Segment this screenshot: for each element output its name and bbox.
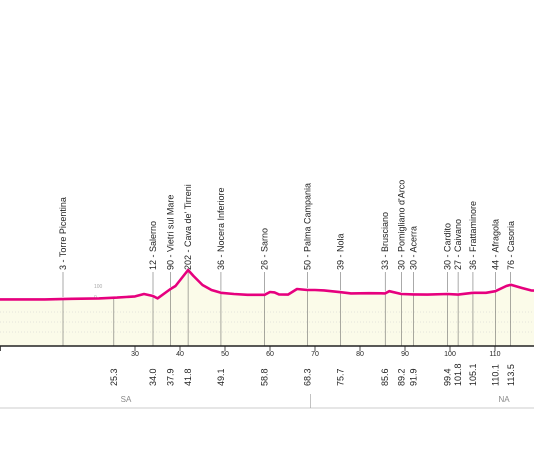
grid-elevation-label: 100	[94, 284, 103, 290]
waypoint-km-label: 49.1	[216, 368, 226, 386]
profile-area	[0, 270, 534, 346]
waypoint-label: 26 - Sarno	[260, 228, 270, 270]
waypoint-label: 30 - Cardito	[442, 223, 452, 270]
waypoint-label: 27 - Caivano	[453, 219, 463, 270]
waypoint-label: 36 - Frattaminore	[468, 201, 478, 270]
province-label: NA	[498, 395, 510, 404]
waypoint-label: 90 - Vietri sul Mare	[166, 195, 176, 270]
waypoint-km-label: 58.8	[260, 368, 270, 386]
province-label: SA	[121, 395, 132, 404]
waypoint-label: 39 - Nola	[336, 233, 346, 270]
waypoint-km-label: 110.1	[490, 364, 500, 386]
waypoint-km-label: 113.5	[506, 364, 516, 386]
waypoint-km-label: 37.9	[166, 368, 176, 386]
x-axis-tick-label: 100	[444, 351, 456, 358]
waypoint-label: 44 - Afragola	[490, 219, 500, 270]
waypoint-km-label: 91.9	[409, 368, 419, 386]
x-axis-tick-label: 50	[221, 351, 229, 358]
x-axis-tick-label: 70	[311, 351, 319, 358]
waypoint-km-label: 34.0	[148, 368, 158, 386]
waypoint-km-label: 75.7	[336, 368, 346, 386]
x-axis-tick-label: 80	[356, 351, 364, 358]
waypoint-label: 76 - Casoria	[506, 221, 516, 270]
waypoint-label: 3 - Torre Picentina	[58, 197, 68, 270]
x-axis-tick-label: 60	[266, 351, 274, 358]
waypoint-km-label: 101.8	[453, 363, 463, 386]
waypoint-label: 30 - Pomigliano d'Arco	[396, 180, 406, 270]
waypoint-label: 36 - Nocera Inferiore	[216, 187, 226, 270]
x-axis-tick-label: 90	[401, 351, 409, 358]
profile-line	[0, 268, 534, 301]
waypoint-km-label: 105.1	[468, 363, 478, 386]
waypoint-label: 30 - Acerra	[409, 226, 419, 270]
waypoint-km-label: 41.8	[183, 368, 193, 386]
x-axis-tick-label: 110	[489, 351, 500, 358]
waypoint-km-label: 68.3	[302, 368, 312, 386]
waypoint-km-label: 99.4	[442, 368, 452, 386]
waypoint-label: 12 - Salerno	[148, 221, 158, 270]
waypoint-km-label: 89.2	[396, 368, 406, 386]
waypoint-label: 50 - Palma Campania	[302, 183, 312, 270]
km-label: 25.3	[109, 368, 119, 386]
x-axis-tick-label: 30	[131, 351, 139, 358]
waypoint-km-label: 85.6	[380, 368, 390, 386]
waypoint-label: 202 - Cava de' Tirreni	[183, 184, 193, 270]
x-axis-tick-label: 40	[176, 351, 184, 358]
waypoint-label: 33 - Brusciano	[380, 212, 390, 270]
